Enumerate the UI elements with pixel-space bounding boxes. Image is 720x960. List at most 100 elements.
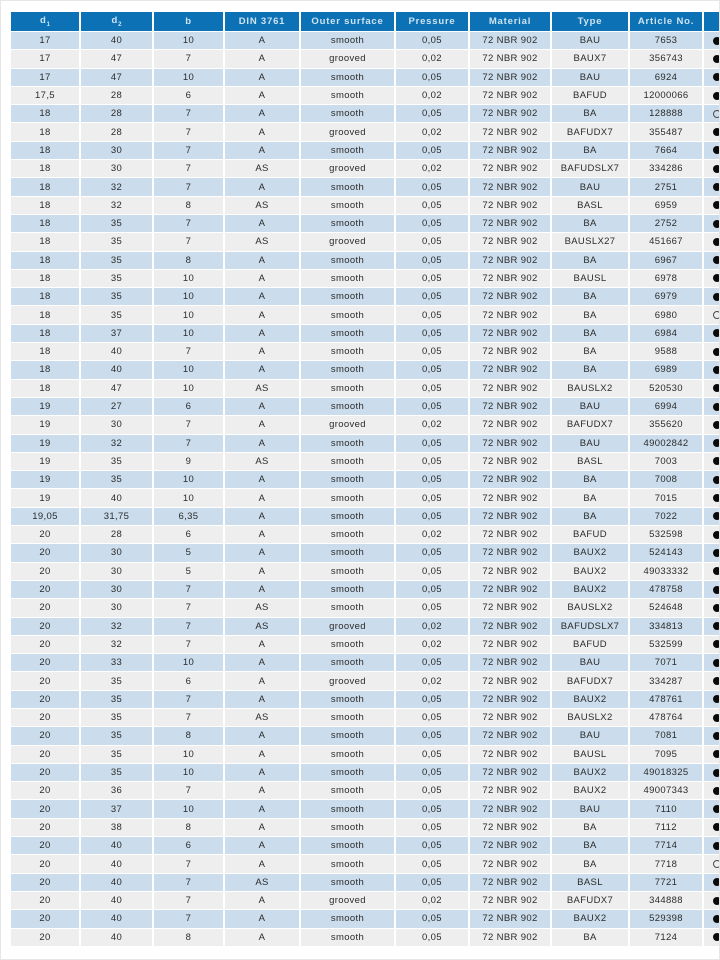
cell-d2: 30 xyxy=(81,160,152,178)
cell-d2: 32 xyxy=(81,617,152,635)
cell-material: 72 NBR 902 xyxy=(470,214,550,233)
cell-availability xyxy=(704,452,719,471)
cell-article-no: 7664 xyxy=(630,141,702,160)
cell-availability xyxy=(704,745,719,763)
table-row: 20 40 7 AS smooth 0,05 72 NBR 902 BASL 7721 xyxy=(11,873,719,891)
filled-dot-icon xyxy=(712,695,719,704)
cell-d2: 35 xyxy=(81,269,152,288)
cell-d1: 18 xyxy=(11,160,79,178)
cell-availability xyxy=(704,50,719,68)
cell-article-no: 6994 xyxy=(630,397,702,416)
filled-dot-icon xyxy=(712,164,719,173)
table-row: 20 30 7 AS smooth 0,05 72 NBR 902 BAUSLX2 524648 xyxy=(11,599,719,617)
table-row: 20 35 7 AS smooth 0,05 72 NBR 902 BAUSLX2 478764 xyxy=(11,708,719,727)
cell-material: 72 NBR 902 xyxy=(470,544,550,562)
cell-d2: 35 xyxy=(81,708,152,727)
table-row: 18 35 7 AS grooved 0,05 72 NBR 902 BAUSLX27 4516… xyxy=(11,233,719,251)
cell-outer-surface: smooth xyxy=(301,105,394,123)
filled-dot-icon xyxy=(712,640,719,649)
cell-d1: 18 xyxy=(11,379,79,397)
cell-availability xyxy=(704,379,719,397)
cell-outer-surface: smooth xyxy=(301,654,394,672)
cell-article-no: 334286 xyxy=(630,160,702,178)
filled-dot-icon xyxy=(712,347,719,356)
cell-material: 72 NBR 902 xyxy=(470,635,550,654)
cell-material: 72 NBR 902 xyxy=(470,891,550,910)
cell-din-3761: A xyxy=(225,214,299,233)
cell-article-no: 49007343 xyxy=(630,782,702,800)
filled-dot-icon xyxy=(712,329,719,338)
cell-outer-surface: smooth xyxy=(301,690,394,708)
filled-dot-icon xyxy=(712,567,719,576)
cell-d1: 20 xyxy=(11,818,79,837)
cell-material: 72 NBR 902 xyxy=(470,526,550,544)
cell-pressure: 0,05 xyxy=(396,690,468,708)
cell-type: BAUX2 xyxy=(552,782,628,800)
cell-type: BAUX7 xyxy=(552,50,628,68)
cell-article-no: 478761 xyxy=(630,690,702,708)
cell-b: 8 xyxy=(154,251,223,269)
cell-din-3761: A xyxy=(225,343,299,361)
cell-availability xyxy=(704,855,719,873)
cell-d1: 18 xyxy=(11,233,79,251)
cell-d2: 30 xyxy=(81,562,152,580)
cell-type: BA xyxy=(552,928,628,946)
cell-b: 10 xyxy=(154,489,223,507)
cell-type: BAU xyxy=(552,727,628,745)
cell-availability xyxy=(704,873,719,891)
filled-dot-icon xyxy=(712,933,719,942)
cell-availability xyxy=(704,928,719,946)
cell-b: 7 xyxy=(154,599,223,617)
cell-din-3761: A xyxy=(225,928,299,946)
cell-b: 7 xyxy=(154,416,223,434)
cell-outer-surface: smooth xyxy=(301,434,394,452)
cell-outer-surface: smooth xyxy=(301,196,394,214)
cell-material: 72 NBR 902 xyxy=(470,617,550,635)
cell-availability xyxy=(704,68,719,86)
column-header-d2: d2 xyxy=(81,12,152,31)
filled-dot-icon xyxy=(712,439,719,448)
cell-type: BA xyxy=(552,837,628,855)
cell-din-3761: A xyxy=(225,544,299,562)
cell-material: 72 NBR 902 xyxy=(470,306,550,324)
cell-type: BAU xyxy=(552,32,628,50)
cell-pressure: 0,05 xyxy=(396,837,468,855)
table-row: 18 30 7 AS grooved 0,02 72 NBR 902 BAFUDSLX7 334… xyxy=(11,160,719,178)
cell-type: BA xyxy=(552,489,628,507)
cell-availability xyxy=(704,727,719,745)
cell-material: 72 NBR 902 xyxy=(470,361,550,379)
cell-d1: 20 xyxy=(11,635,79,654)
cell-d1: 19 xyxy=(11,452,79,471)
cell-din-3761: A xyxy=(225,580,299,599)
cell-availability xyxy=(704,343,719,361)
cell-b: 10 xyxy=(154,288,223,306)
cell-din-3761: A xyxy=(225,251,299,269)
cell-b: 7 xyxy=(154,617,223,635)
cell-d2: 31,75 xyxy=(81,507,152,526)
cell-type: BA xyxy=(552,855,628,873)
table-row: 18 32 8 AS smooth 0,05 72 NBR 902 BASL 6959 xyxy=(11,196,719,214)
filled-dot-icon xyxy=(712,677,719,686)
cell-din-3761: A xyxy=(225,178,299,196)
cell-outer-surface: smooth xyxy=(301,324,394,343)
cell-article-no: 7718 xyxy=(630,855,702,873)
cell-material: 72 NBR 902 xyxy=(470,471,550,489)
cell-material: 72 NBR 902 xyxy=(470,507,550,526)
filled-dot-icon xyxy=(712,805,719,814)
cell-d2: 36 xyxy=(81,782,152,800)
cell-type: BAU xyxy=(552,68,628,86)
cell-d2: 47 xyxy=(81,379,152,397)
cell-availability xyxy=(704,86,719,105)
cell-outer-surface: grooved xyxy=(301,416,394,434)
cell-b: 10 xyxy=(154,324,223,343)
filled-dot-icon xyxy=(712,274,719,283)
cell-material: 72 NBR 902 xyxy=(470,800,550,818)
cell-pressure: 0,05 xyxy=(396,68,468,86)
cell-din-3761: A xyxy=(225,763,299,782)
